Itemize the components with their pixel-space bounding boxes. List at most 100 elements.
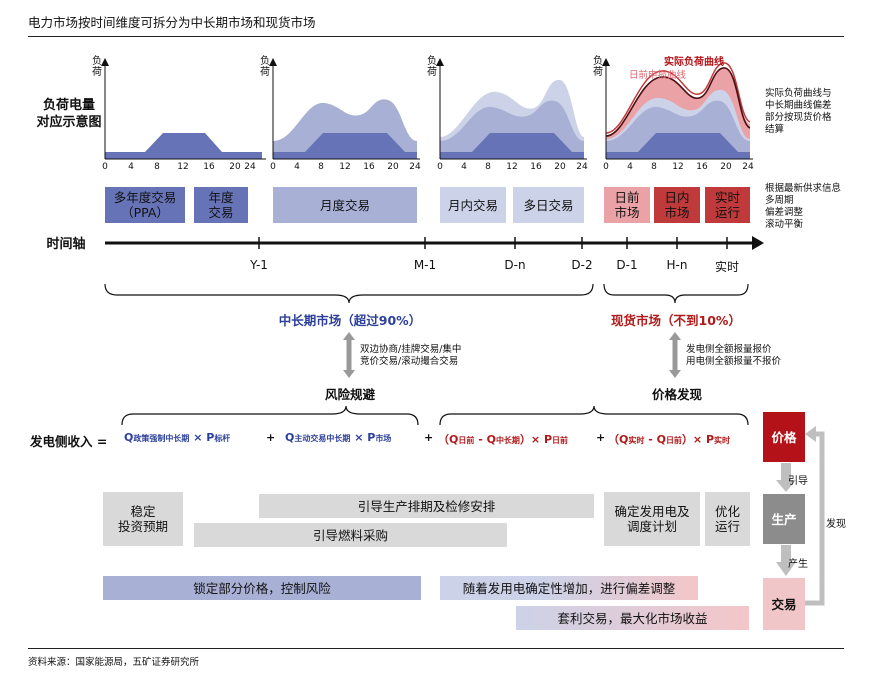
tick: 24	[742, 162, 754, 172]
cycle-trade: 交易	[763, 578, 805, 630]
tick: 12	[339, 162, 351, 172]
page-title: 电力市场按时间维度可拆分为中长期市场和现货市场	[28, 15, 316, 30]
formula-term-1: Q政策强制中长期 × P标杆	[124, 431, 230, 444]
term4-b: - Q	[644, 433, 666, 446]
timeline-axis	[104, 236, 764, 304]
formula-plus-2: +	[424, 431, 434, 444]
dayahead-curve-label: 日前申报曲线	[629, 70, 687, 81]
actual-curve-label: 实际负荷曲线	[664, 57, 724, 68]
timeline-label: 时间轴	[46, 237, 86, 252]
tick: 24	[244, 162, 256, 172]
tick: 20	[229, 162, 241, 172]
term2-x: × P	[350, 431, 376, 444]
tick: 12	[506, 162, 518, 172]
tick: 4	[627, 162, 633, 172]
load-charts	[101, 58, 753, 160]
timeline-point: D-n	[504, 258, 526, 272]
tick: 16	[696, 162, 708, 172]
term4-c: ）× P	[681, 433, 715, 446]
y-axis-label-3: 负荷	[427, 56, 437, 78]
risk-avoid-label: 风险规避	[324, 387, 375, 402]
title-rule	[28, 36, 844, 37]
product-intraday: 日内 市场	[654, 187, 700, 223]
cycle-price: 价格	[763, 412, 805, 462]
tick: 20	[387, 162, 399, 172]
tick: 0	[603, 162, 609, 172]
effect-guide-fuel: 引导燃料采购	[194, 523, 507, 547]
tick: 4	[294, 162, 300, 172]
product-realtime: 实时 运行	[705, 187, 750, 223]
effect-deviation-adjust: 随着发用电确定性增加，进行偏差调整	[440, 576, 698, 600]
chart-panel-4	[602, 58, 753, 160]
tick: 8	[651, 162, 657, 172]
chart-panel-1	[101, 58, 266, 160]
cycle-production: 生产	[763, 494, 805, 544]
tick: 16	[530, 162, 542, 172]
formula-plus-3: +	[596, 431, 606, 444]
product-monthly: 月度交易	[273, 187, 417, 223]
formula-braces	[121, 405, 749, 426]
cycle-produce-label: 产生	[788, 559, 808, 570]
term2-q: Q	[285, 431, 295, 444]
timeline-point: H-n	[666, 258, 688, 272]
mid-long-market-label: 中长期市场（超过90%）	[278, 313, 422, 328]
tick: 0	[102, 162, 108, 172]
cycle-guide-label: 引导	[788, 476, 808, 487]
price-discovery-label: 价格发现	[651, 387, 702, 402]
market-arrows	[343, 332, 681, 378]
term1-q: Q	[124, 431, 134, 444]
effect-lock-price: 锁定部分价格，控制风险	[103, 576, 421, 600]
tick: 8	[154, 162, 160, 172]
formula-term-3: （Q日前 - Q中长期）× P日前	[438, 431, 568, 447]
cycle-arrows	[776, 426, 825, 606]
footer-rule	[28, 648, 844, 649]
spot-market-label: 现货市场（不到10%）	[611, 313, 741, 328]
term2-sub: 主动交易中长期	[294, 434, 351, 443]
formula-plus-1: +	[266, 431, 276, 444]
product-multi-year: 多年度交易 （PPA）	[105, 187, 185, 223]
tick: 8	[318, 162, 324, 172]
chart-panel-2	[269, 58, 420, 160]
formula-label: 发电侧收入 =	[30, 434, 108, 449]
term1-x: × P	[189, 431, 215, 444]
tick: 4	[461, 162, 467, 172]
term3-s1: 日前	[458, 436, 475, 445]
spot-desc: 发电侧全额报量报价 用电侧全额报量不报价	[686, 344, 782, 367]
timeline-point: 实时	[714, 260, 739, 274]
tick: 12	[672, 162, 684, 172]
term2-psub: 市场	[375, 434, 392, 443]
tick: 8	[485, 162, 491, 172]
term3-s3: 日前	[552, 436, 569, 445]
source-note: 资料来源：国家能源局，五矿证券研究所	[28, 657, 200, 668]
mid-long-desc: 双边协商/挂牌交易/集中 竞价交易/滚动撮合交易	[360, 344, 462, 367]
dayahead-curve	[605, 62, 751, 134]
charts-row-label: 负荷电量 对应示意图	[36, 98, 102, 130]
term4-s2: 日前	[665, 436, 682, 445]
term1-psub: 标杆	[214, 434, 231, 443]
panel2-area-inner	[273, 133, 417, 159]
formula-term-4: （Q实时 - Q日前）× P实时	[608, 431, 730, 447]
product-intra-month: 月内交易	[440, 187, 506, 223]
product-multi-day: 多日交易	[513, 187, 584, 223]
term3-c: ）× P	[519, 433, 553, 446]
chart-panel-3	[436, 58, 587, 160]
timeline-point: D-2	[571, 258, 593, 272]
term4-s3: 实时	[714, 436, 731, 445]
tick: 12	[177, 162, 189, 172]
products-right-note: 根据最新供求信息 多周期 偏差调整 滚动平衡	[765, 183, 842, 230]
timeline-point: Y-1	[250, 258, 268, 272]
effect-guide-maintenance: 引导生产排期及检修安排	[259, 494, 594, 518]
term3-b: - Q	[474, 433, 496, 446]
tick: 4	[128, 162, 134, 172]
timeline-point: M-1	[413, 258, 437, 272]
tick: 24	[409, 162, 421, 172]
term3-s2: 中长期	[495, 436, 520, 445]
product-annual: 年度 交易	[194, 187, 248, 223]
tick: 20	[554, 162, 566, 172]
y-axis-label-4: 负荷	[593, 56, 603, 78]
effect-arbitrage: 套利交易，最大化市场收益	[516, 606, 749, 630]
term4-a: （Q	[608, 433, 629, 446]
cycle-discover-label: 发现	[826, 519, 846, 530]
panel3-area-inner	[440, 133, 584, 159]
term4-s1: 实时	[628, 436, 645, 445]
